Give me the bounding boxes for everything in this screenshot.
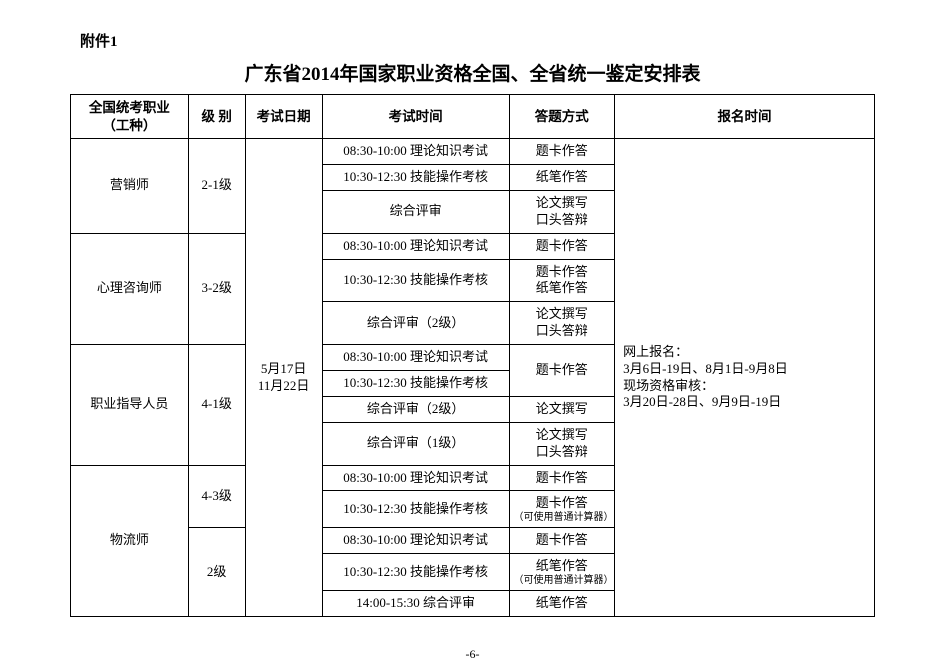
cell-answer: 题卡作答纸笔作答 <box>509 259 615 302</box>
cell-exam-time: 10:30-12:30 技能操作考核 <box>322 164 509 190</box>
cell-exam-time: 08:30-10:00 理论知识考试 <box>322 139 509 165</box>
cell-answer-main: 题卡作答 <box>536 495 588 510</box>
cell-level: 2-1级 <box>188 139 245 234</box>
cell-exam-date: 5月17日11月22日 <box>245 139 322 617</box>
cell-exam-time: 08:30-10:00 理论知识考试 <box>322 465 509 491</box>
page-title: 广东省2014年国家职业资格全国、全省统一鉴定安排表 <box>70 59 875 86</box>
cell-answer: 论文撰写口头答辩 <box>509 190 615 233</box>
header-level: 级 别 <box>188 95 245 139</box>
cell-exam-time: 10:30-12:30 技能操作考核 <box>322 259 509 302</box>
cell-exam-time: 综合评审（1级） <box>322 422 509 465</box>
cell-exam-time: 综合评审 <box>322 190 509 233</box>
cell-exam-time: 10:30-12:30 技能操作考核 <box>322 554 509 591</box>
cell-answer: 论文撰写口头答辩 <box>509 422 615 465</box>
cell-level: 4-3级 <box>188 465 245 528</box>
cell-answer: 题卡作答 <box>509 233 615 259</box>
cell-answer: 纸笔作答 <box>509 164 615 190</box>
cell-answer-note: （可使用普通计算器） <box>514 575 611 586</box>
cell-answer: 题卡作答 （可使用普通计算器） <box>509 491 615 528</box>
cell-answer: 题卡作答 <box>509 345 615 397</box>
cell-profession: 营销师 <box>71 139 189 234</box>
cell-exam-time: 08:30-10:00 理论知识考试 <box>322 233 509 259</box>
cell-exam-time: 08:30-10:00 理论知识考试 <box>322 528 509 554</box>
cell-exam-time: 10:30-12:30 技能操作考核 <box>322 491 509 528</box>
cell-answer-main: 纸笔作答 <box>536 558 588 573</box>
table-row: 营销师 2-1级 5月17日11月22日 08:30-10:00 理论知识考试 … <box>71 139 875 165</box>
cell-answer-note: （可使用普通计算器） <box>514 512 611 523</box>
table-header-row: 全国统考职业（工种） 级 别 考试日期 考试时间 答题方式 报名时间 <box>71 95 875 139</box>
cell-exam-time: 10:30-12:30 技能操作考核 <box>322 371 509 397</box>
cell-answer: 题卡作答 <box>509 465 615 491</box>
cell-answer: 论文撰写 <box>509 396 615 422</box>
header-registration: 报名时间 <box>615 95 875 139</box>
header-exam-date: 考试日期 <box>245 95 322 139</box>
cell-profession: 物流师 <box>71 465 189 616</box>
header-answer-mode: 答题方式 <box>509 95 615 139</box>
cell-answer: 题卡作答 <box>509 139 615 165</box>
cell-level: 3-2级 <box>188 233 245 344</box>
header-exam-time: 考试时间 <box>322 95 509 139</box>
page-number: -6- <box>0 647 945 662</box>
cell-answer: 论文撰写口头答辩 <box>509 302 615 345</box>
cell-profession: 心理咨询师 <box>71 233 189 344</box>
cell-registration: 网上报名：3月6日-19日、8月1日-9月8日现场资格审核：3月20日-28日、… <box>615 139 875 617</box>
cell-exam-time: 14:00-15:30 综合评审 <box>322 591 509 617</box>
cell-level: 2级 <box>188 528 245 617</box>
cell-answer: 纸笔作答 <box>509 591 615 617</box>
cell-exam-time: 08:30-10:00 理论知识考试 <box>322 345 509 371</box>
cell-exam-time: 综合评审（2级） <box>322 302 509 345</box>
attachment-label: 附件1 <box>80 30 875 51</box>
cell-profession: 职业指导人员 <box>71 345 189 465</box>
cell-answer: 纸笔作答 （可使用普通计算器） <box>509 554 615 591</box>
exam-schedule-table: 全国统考职业（工种） 级 别 考试日期 考试时间 答题方式 报名时间 营销师 2… <box>70 94 875 617</box>
header-profession: 全国统考职业（工种） <box>71 95 189 139</box>
cell-level: 4-1级 <box>188 345 245 465</box>
cell-exam-time: 综合评审（2级） <box>322 396 509 422</box>
cell-answer: 题卡作答 <box>509 528 615 554</box>
